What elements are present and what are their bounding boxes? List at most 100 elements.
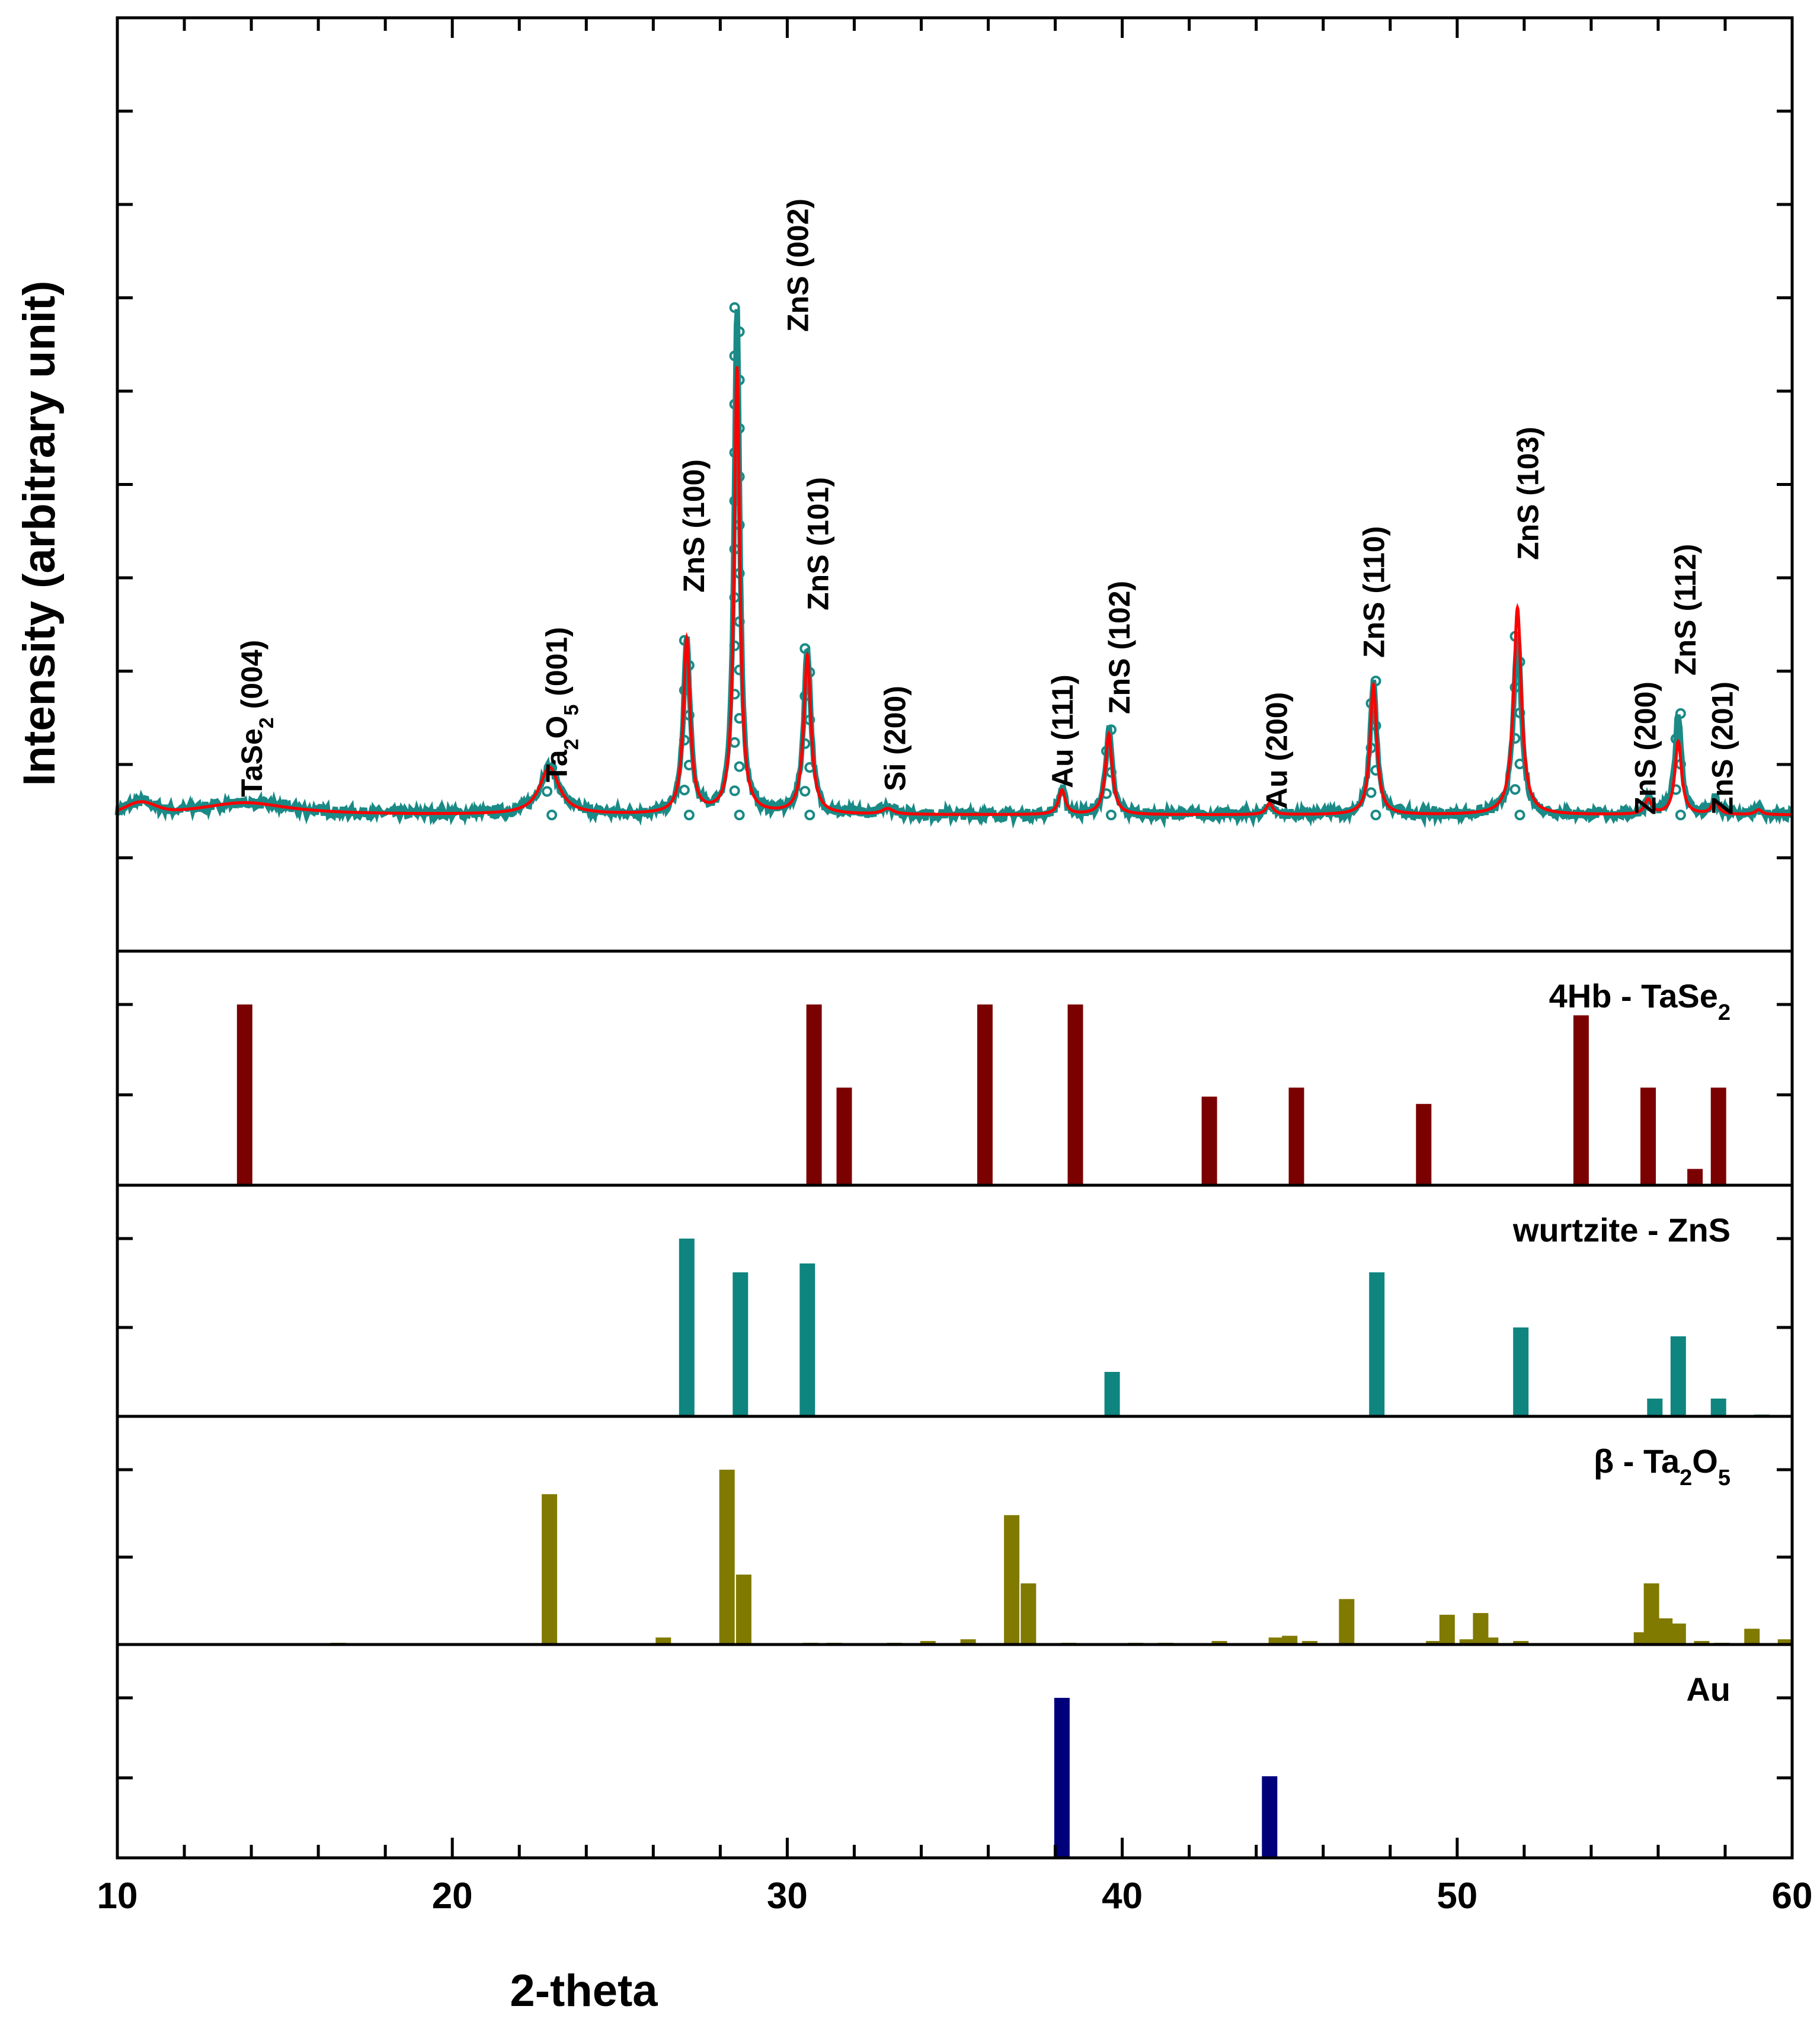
x-axis: 10 20 30 40 50 60 [97,18,1813,1917]
reference-bar [1687,1169,1703,1185]
x-tick-label: 60 [1772,1876,1813,1917]
observed-point [1514,759,1525,770]
peak-label: ZnS (101) [801,477,834,610]
panel-frame [116,949,1794,1187]
observed-point [729,785,740,796]
panel-frame [116,1415,1794,1646]
reference-bar [1640,1087,1656,1185]
reference-bar [1067,1004,1083,1185]
observed-point [1514,810,1525,821]
observed-point [729,737,740,748]
reference-bar [733,1272,749,1416]
x-tick-label: 40 [1102,1876,1143,1917]
fit-curve [117,366,1792,817]
observed-point [734,664,745,676]
observed-point [1514,707,1525,718]
x-tick-label: 10 [97,1876,138,1917]
peak-label: TaSe2 (004) [235,640,278,797]
observed-point [799,786,811,797]
reference-bar [719,1470,735,1645]
peak-label: ZnS (002) [781,199,814,332]
reference-bar [1282,1636,1298,1645]
peak-label-text: TaSe [235,728,268,797]
peak-label-text: ZnS (200) [1629,682,1662,815]
observed-point [1365,787,1377,798]
reference-bar [836,1087,852,1185]
peak-label-hkl: (001) [540,627,573,705]
reference-bar [1643,1583,1659,1645]
peak-label: Si (200) [878,686,911,791]
observed-point [729,302,740,313]
reference-name-main: Au [1686,1671,1731,1708]
x-tick-label: 30 [767,1876,808,1917]
peak-label-mid: O [540,716,573,739]
reference-bar [1426,1641,1442,1645]
peak-label: Ta2O5 (001) [540,627,583,782]
peak-label-sub: 2 [255,717,278,728]
reference-name-main: 4Hb - TaSe [1549,977,1718,1015]
peak-label-text: ZnS (110) [1358,526,1391,658]
reference-bar [1694,1641,1710,1645]
observed-point [1370,676,1381,687]
reference-bar [1710,1399,1726,1416]
peak-label-hkl: (004) [235,640,268,718]
reference-bar [1513,1641,1529,1645]
reference-bar [1021,1583,1037,1645]
peak-label-text: ZnS (002) [781,199,814,332]
reference-bar [1439,1614,1455,1645]
peak-label: ZnS (110) [1358,526,1391,658]
reference-bar [1211,1641,1227,1645]
observed-point [1675,708,1686,719]
observed-point [1670,733,1681,744]
reference-panel: wurtzite - ZnS [679,1211,1770,1417]
reference-bar [1513,1327,1529,1416]
reference-bar [1288,1087,1304,1185]
peak-label-text: Ta [540,749,573,782]
observed-trace [114,309,1793,829]
reference-bar [1647,1399,1663,1416]
reference-bar [1710,1087,1726,1185]
observed-point [734,326,745,337]
reference-bar [1262,1776,1278,1858]
reference-name: wurtzite - ZnS [1512,1211,1731,1249]
reference-bar [799,1263,815,1416]
observed-point [799,738,811,749]
reference-name: Au [1686,1671,1731,1708]
peak-label-text: ZnS (101) [801,477,834,610]
reference-panel: Au [1054,1671,1731,1858]
y-axis-title: Intensity (arbitrary unit) [14,281,65,786]
reference-name: β - Ta2O5 [1594,1442,1731,1490]
reference-bar [1339,1599,1355,1645]
reference-bar [542,1494,558,1645]
peak-label: ZnS (112) [1669,544,1702,676]
reference-bar [1483,1637,1499,1645]
reference-bar [1004,1515,1020,1645]
reference-bar [1670,1336,1686,1416]
peak-label-text: Au (200) [1261,692,1294,809]
reference-bar [1054,1698,1070,1858]
observed-data [114,302,1793,829]
reference-bar [1657,1618,1673,1645]
observed-point [1675,810,1686,821]
x-axis-title: 2-theta [510,1966,658,2016]
reference-bar [1268,1637,1284,1645]
reference-panel: β - Ta2O5 [331,1442,1793,1646]
peak-label: Au (111) [1046,674,1079,788]
reference-bar [960,1639,976,1645]
reference-bar [655,1637,671,1645]
observed-point [542,786,553,797]
peak-label: ZnS (103) [1512,427,1545,560]
reference-name: 4Hb - TaSe2 [1549,977,1731,1025]
peak-label-sub: 2 [560,738,583,750]
observed-point [729,350,740,361]
peak-label-text: ZnS (103) [1512,427,1545,560]
reference-bar [1302,1641,1318,1645]
panel-frames [116,16,1794,1860]
x-tick-label: 20 [432,1876,473,1917]
peak-label-text: ZnS (112) [1669,544,1702,676]
pattern-panel: TaSe2 (004)Ta2O5 (001)ZnS (100)ZnS (002)… [114,199,1793,829]
peak-label: ZnS (200) [1629,682,1662,815]
observed-point [734,810,745,821]
reference-bar [1201,1096,1217,1185]
observed-point [804,810,815,821]
